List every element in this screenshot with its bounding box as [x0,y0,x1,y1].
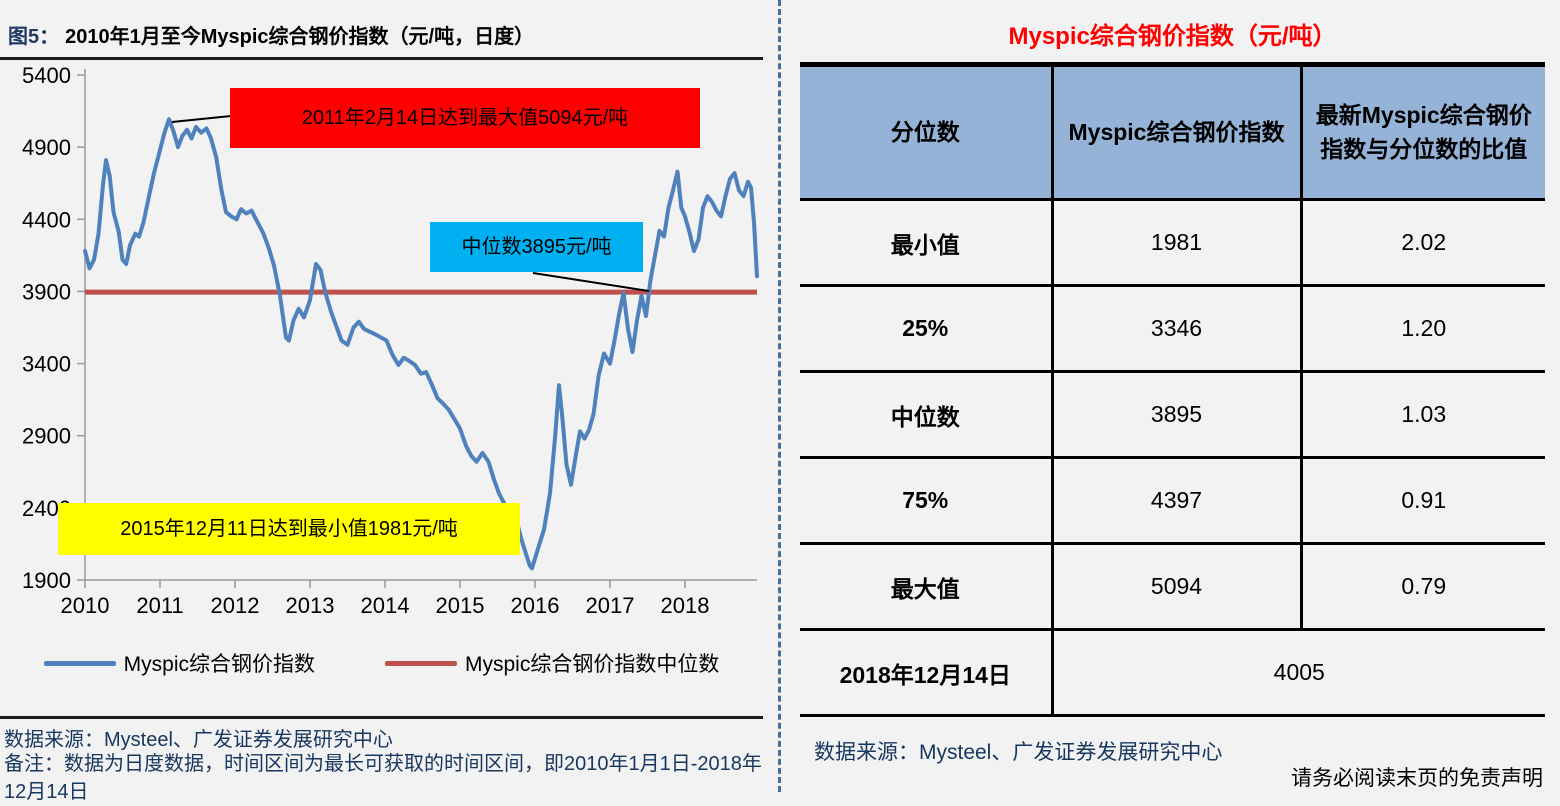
latest-date-label: 2018年12月14日 [800,628,1054,716]
svg-text:2013: 2013 [286,593,335,618]
legend-item-index: Myspic综合钢价指数 [43,648,315,678]
min-annotation-text: 2015年12月11日达到最小值1981元/吨 [120,518,458,540]
figure-title: 图5： 2010年1月至今Myspic综合钢价指数（元/吨，日度） [8,20,534,49]
row-index-value: 3895 [1052,370,1303,458]
row-label: 最大值 [800,542,1054,630]
quantile-table: 分位数 Myspic综合钢价指数 最新Myspic综合钢价指数与分位数的比值 最… [800,62,1545,717]
panel-divider-dashed [778,0,781,792]
svg-text:2017: 2017 [586,593,635,618]
legend-item-median: Myspic综合钢价指数中位数 [385,648,719,678]
row-ratio-value: 0.91 [1301,456,1545,544]
table-footer-row: 2018年12月14日 4005 [800,628,1545,716]
table-row-25: 25% 3346 1.20 [800,284,1545,372]
legend-index-label: Myspic综合钢价指数 [123,653,315,676]
max-annotation-text: 2011年2月14日达到最大值5094元/吨 [301,107,629,129]
table-row-min: 最小值 1981 2.02 [800,198,1545,286]
svg-text:2018: 2018 [661,593,710,618]
col-header-index: Myspic综合钢价指数 [1052,63,1303,200]
table-row-75: 75% 4397 0.91 [800,456,1545,544]
svg-text:4900: 4900 [22,135,71,160]
figure-title-text: 2010年1月至今Myspic综合钢价指数（元/吨，日度） [65,26,535,48]
row-ratio-value: 1.03 [1301,370,1545,458]
row-index-value: 3346 [1052,284,1303,372]
svg-text:5400: 5400 [22,63,71,88]
row-index-value: 4397 [1052,456,1303,544]
median-line-swatch [385,660,457,666]
right-source-text: 数据来源：Mysteel、广发证券发展研究中心 [814,741,1223,764]
figure-number-label: 图5： [8,26,60,48]
table-title: Myspic综合钢价指数（元/吨） [1008,23,1337,50]
svg-text:3400: 3400 [22,352,71,377]
svg-text:3900: 3900 [22,279,71,304]
chart-legend: Myspic综合钢价指数 Myspic综合钢价指数中位数 [0,648,763,678]
median-value-annotation: 中位数3895元/吨 [430,222,643,272]
row-index-value: 1981 [1052,198,1303,286]
svg-text:2011: 2011 [136,593,183,618]
line-chart: 5400 4900 4400 3900 3400 2900 2400 1900 2010 2011… [0,60,778,632]
row-ratio-value: 2.02 [1301,198,1545,286]
svg-text:2016: 2016 [511,593,560,618]
row-ratio-value: 1.20 [1301,284,1545,372]
table-row-max: 最大值 5094 0.79 [800,542,1545,630]
median-annotation-text: 中位数3895元/吨 [461,236,612,258]
row-index-value: 5094 [1052,542,1303,630]
left-note-text: 备注：数据为日度数据，时间区间为最长可获取的时间区间，即2010年1月1日-20… [4,753,762,803]
col-header-ratio: 最新Myspic综合钢价指数与分位数的比值 [1301,63,1545,200]
max-value-annotation: 2011年2月14日达到最大值5094元/吨 [230,88,700,148]
svg-text:2010: 2010 [61,593,110,618]
col-header-quantile: 分位数 [800,63,1054,200]
svg-text:4400: 4400 [22,207,71,232]
footer-divider-rule [0,716,763,719]
svg-text:2015: 2015 [436,593,485,618]
row-label: 75% [800,456,1054,544]
min-value-annotation: 2015年12月11日达到最小值1981元/吨 [58,503,520,555]
median-leader-line [532,272,650,292]
left-source-text: 数据来源：Mysteel、广发证券发展研究中心 [4,729,393,751]
row-label: 中位数 [800,370,1054,458]
svg-text:1900: 1900 [22,568,71,593]
svg-text:2900: 2900 [22,424,71,449]
row-label: 25% [800,284,1054,372]
chart-panel: 图5： 2010年1月至今Myspic综合钢价指数（元/吨，日度） 5400 490… [0,0,778,803]
latest-index-value: 4005 [1052,628,1545,716]
svg-text:2012: 2012 [211,593,260,618]
index-line-swatch [43,660,116,666]
max-leader-line [171,115,232,123]
row-ratio-value: 0.79 [1301,542,1545,630]
row-label: 最小值 [800,198,1054,286]
title-divider-rule [0,57,763,60]
stats-panel: Myspic综合钢价指数（元/吨） 分位数 Myspic综合钢价指数 最新Mys… [800,0,1545,792]
legend-median-label: Myspic综合钢价指数中位数 [465,653,720,676]
table-row-median: 中位数 3895 1.03 [800,370,1545,458]
table-header-row: 分位数 Myspic综合钢价指数 最新Myspic综合钢价指数与分位数的比值 [800,63,1545,200]
svg-text:2014: 2014 [361,593,410,618]
disclaimer-text: 请务必阅读末页的免责声明 [1291,767,1543,790]
